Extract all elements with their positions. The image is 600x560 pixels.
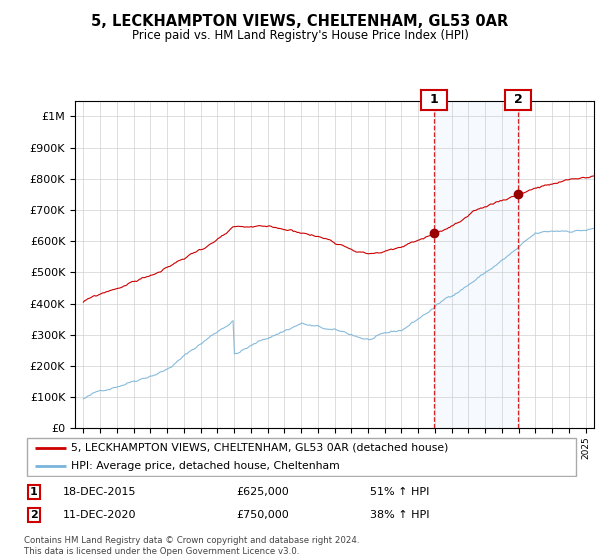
Text: £750,000: £750,000 [236,510,289,520]
Text: 5, LECKHAMPTON VIEWS, CHELTENHAM, GL53 0AR (detached house): 5, LECKHAMPTON VIEWS, CHELTENHAM, GL53 0… [71,443,449,452]
Text: 2: 2 [30,510,38,520]
FancyBboxPatch shape [27,437,577,477]
Text: 51% ↑ HPI: 51% ↑ HPI [370,487,430,497]
Bar [434,101,518,428]
Text: 38% ↑ HPI: 38% ↑ HPI [370,510,430,520]
Text: 2: 2 [514,93,523,106]
Text: £625,000: £625,000 [236,487,289,497]
Text: 1: 1 [430,93,439,106]
Text: Contains HM Land Registry data © Crown copyright and database right 2024.
This d: Contains HM Land Registry data © Crown c… [24,536,359,556]
Text: 1: 1 [30,487,38,497]
Text: 18-DEC-2015: 18-DEC-2015 [63,487,137,497]
Text: 5, LECKHAMPTON VIEWS, CHELTENHAM, GL53 0AR: 5, LECKHAMPTON VIEWS, CHELTENHAM, GL53 0… [91,14,509,29]
Text: HPI: Average price, detached house, Cheltenham: HPI: Average price, detached house, Chel… [71,461,340,471]
Text: 11-DEC-2020: 11-DEC-2020 [63,510,137,520]
Text: Price paid vs. HM Land Registry's House Price Index (HPI): Price paid vs. HM Land Registry's House … [131,29,469,42]
